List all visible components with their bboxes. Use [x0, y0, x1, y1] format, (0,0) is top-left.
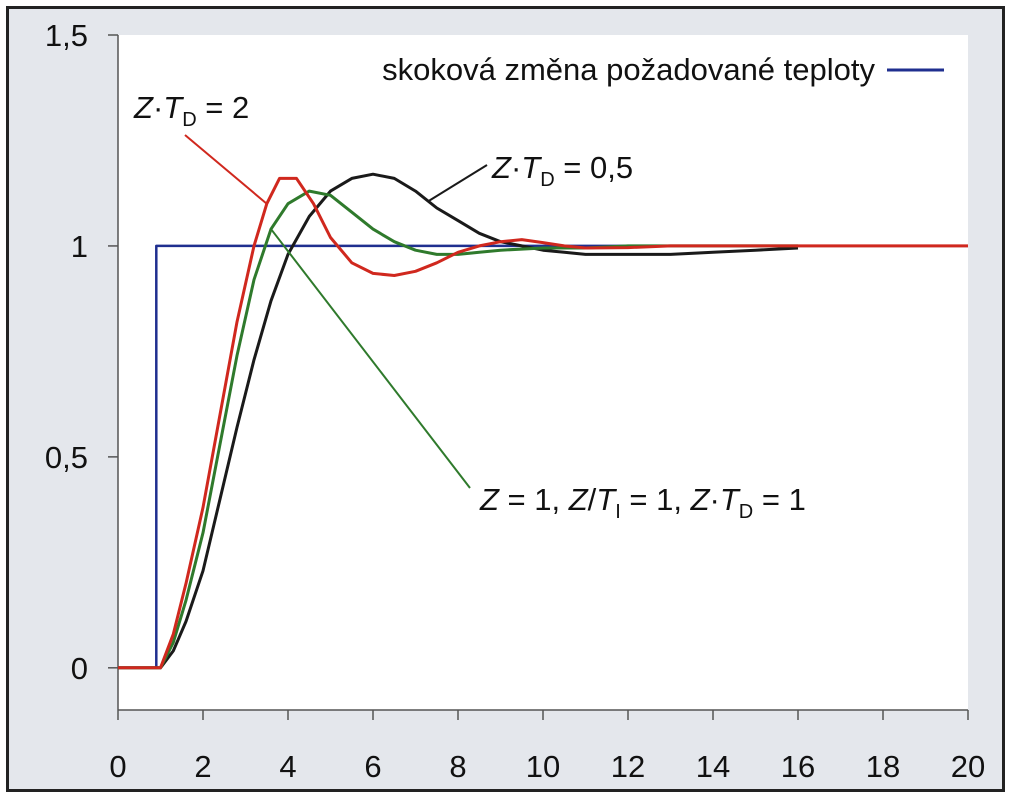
x-tick-label: 0: [109, 749, 126, 784]
x-tick-label: 2: [194, 749, 211, 784]
annotation-leaders: [184, 134, 488, 489]
x-tick-label: 6: [364, 749, 381, 784]
x-tick-label: 20: [951, 749, 985, 784]
y-tick-label: 0,5: [45, 440, 88, 475]
y-tick-label: 1,5: [45, 18, 88, 53]
x-tick-label: 10: [526, 749, 560, 784]
x-tick-label: 14: [696, 749, 730, 784]
annotation-red: Z·TD = 2: [133, 90, 249, 131]
x-tick-label: 4: [279, 749, 296, 784]
leader-black: [427, 164, 488, 203]
axes: 0 2 4 6 8 10 12 14 16 18 20 0 0,5 1 1,5: [45, 18, 985, 784]
series-black-line: [118, 172, 799, 670]
leader-green: [270, 228, 471, 489]
legend: skoková změna požadované teploty: [382, 52, 944, 87]
y-tick-label: 1: [71, 229, 88, 264]
series-green-line: [118, 189, 798, 670]
annotation-black: Z·TD = 0,5: [491, 150, 633, 191]
x-tick-label: 8: [449, 749, 466, 784]
legend-label: skoková změna požadované teploty: [382, 52, 875, 87]
x-tick-label: 12: [611, 749, 645, 784]
series-lines: [118, 172, 968, 670]
annotation-green: Z = 1, Z/TI = 1, Z·TD = 1: [479, 482, 806, 523]
x-tick-label: 16: [781, 749, 815, 784]
x-tick-label: 18: [866, 749, 900, 784]
series-red-line: [118, 176, 968, 670]
annotations: Z·TD = 2 Z·TD = 0,5 Z = 1, Z/TI = 1, Z·T…: [133, 90, 806, 523]
leader-red: [184, 134, 268, 205]
plot-area: [118, 35, 968, 710]
y-tick-label: 0: [71, 651, 88, 686]
